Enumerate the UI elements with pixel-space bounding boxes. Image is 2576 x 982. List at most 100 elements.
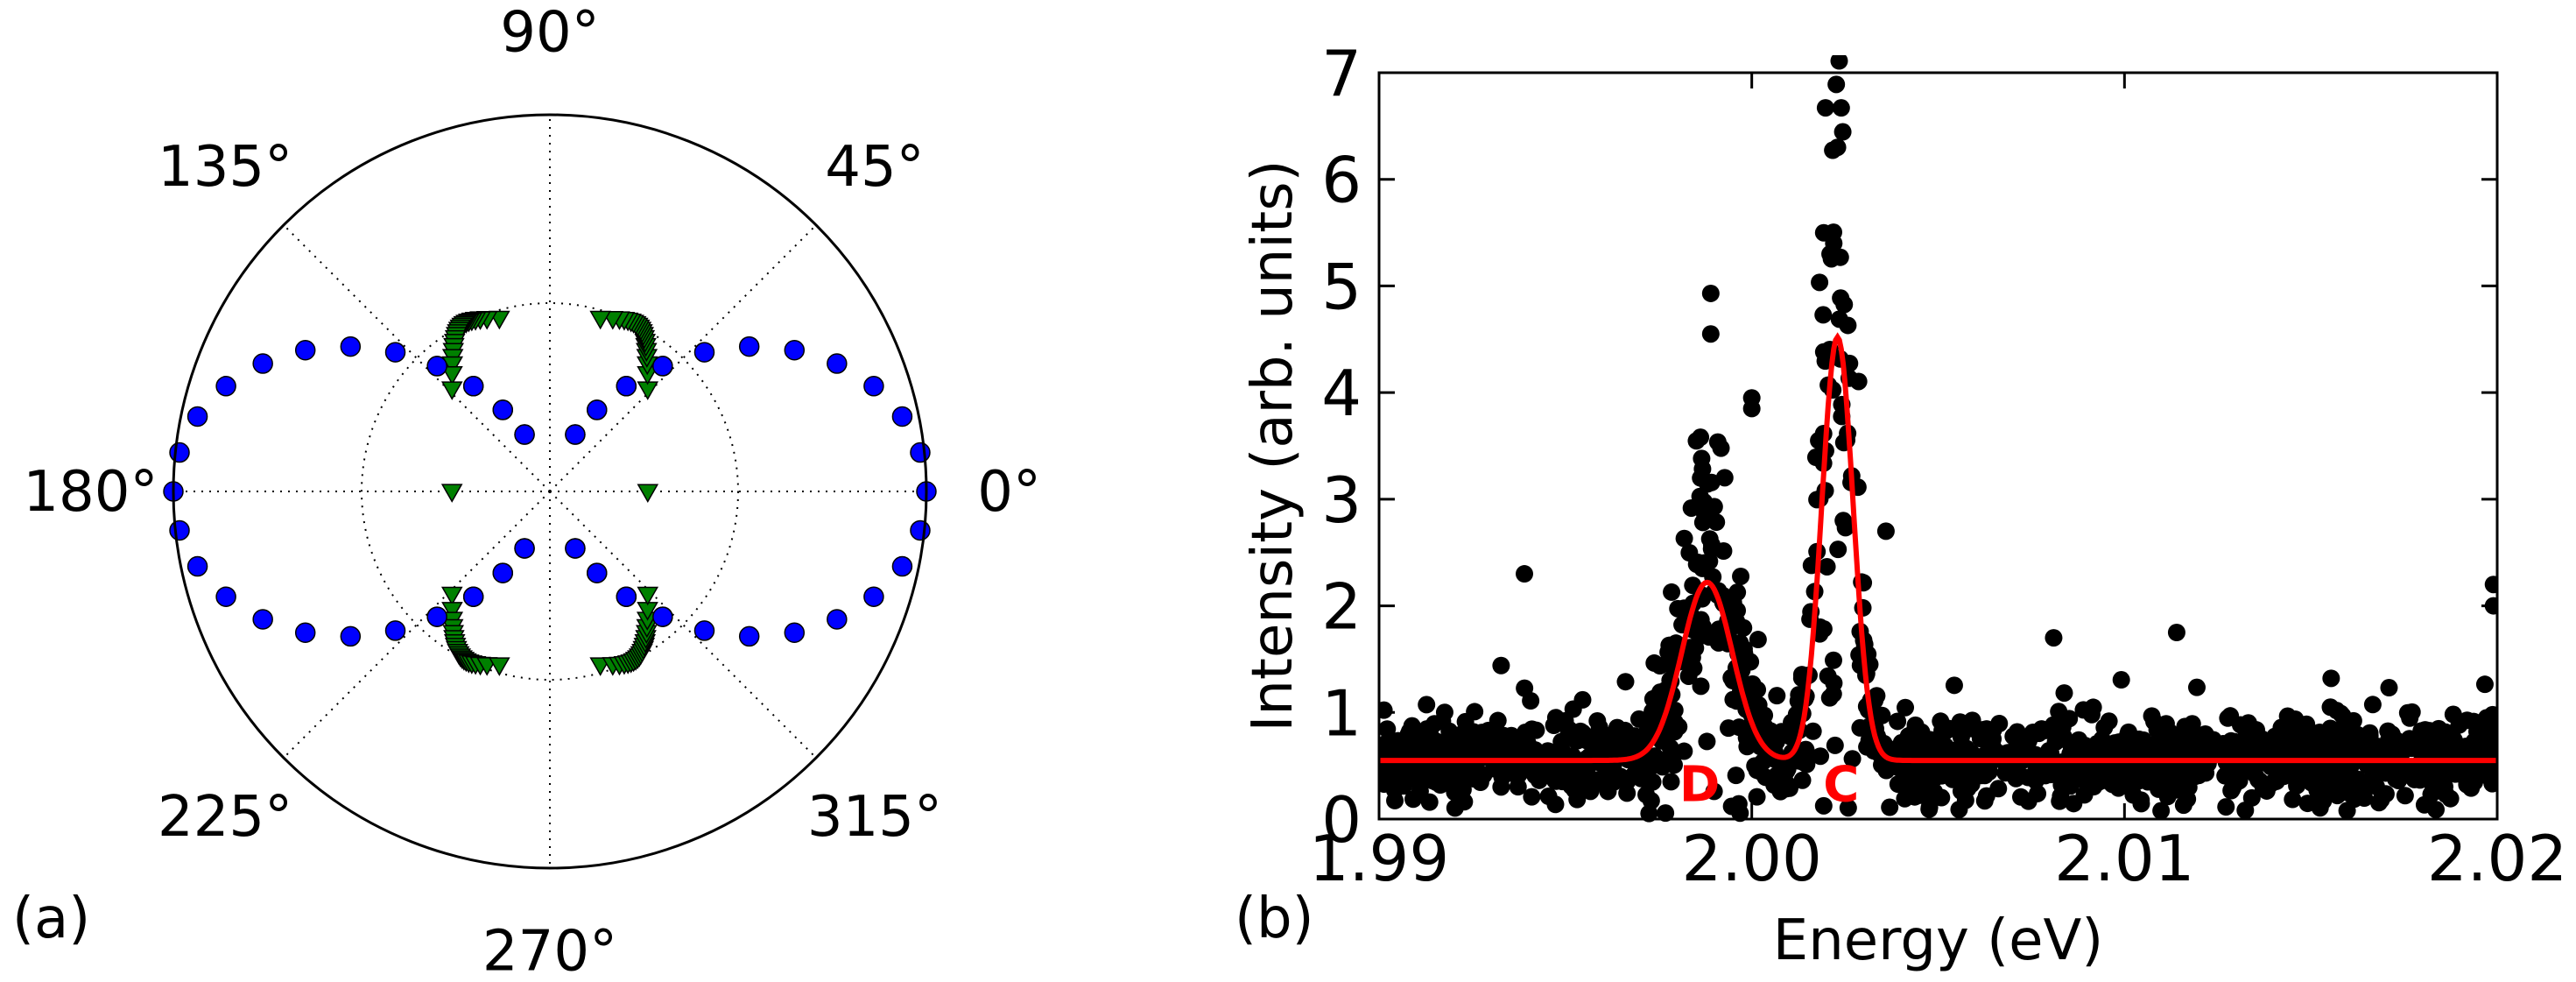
plot-frame xyxy=(1377,71,2499,821)
x-tick-label: 2.01 xyxy=(2054,822,2194,895)
polar-point-blue xyxy=(384,342,406,363)
data-point xyxy=(1984,721,2002,739)
data-point xyxy=(1896,759,1914,777)
angle-tick-label: 135° xyxy=(158,135,292,200)
data-point xyxy=(1661,656,1679,675)
data-point xyxy=(1724,690,1742,709)
data-point xyxy=(1833,123,1852,141)
polar-point-green xyxy=(440,586,463,606)
data-point xyxy=(1693,449,1711,468)
data-point xyxy=(1516,679,1534,697)
data-point xyxy=(1683,648,1701,667)
data-point xyxy=(2007,769,2025,788)
data-point xyxy=(1454,741,1473,759)
data-point xyxy=(1873,706,1891,724)
data-point xyxy=(2173,779,2192,797)
data-point xyxy=(2051,792,2069,810)
data-point xyxy=(2298,723,2316,741)
data-point xyxy=(1379,720,1397,738)
data-point xyxy=(2142,770,2160,788)
data-point xyxy=(2085,778,2103,796)
data-point xyxy=(1814,306,1833,324)
panel-label-a: (a) xyxy=(12,887,90,951)
data-point xyxy=(2308,759,2326,777)
data-point xyxy=(1777,756,1795,774)
data-point xyxy=(2322,669,2340,688)
data-point xyxy=(2484,576,2497,594)
data-point xyxy=(1695,492,1714,511)
data-point xyxy=(2112,743,2130,761)
data-point xyxy=(1618,734,1636,752)
polar-point-blue xyxy=(215,586,236,607)
data-point xyxy=(2266,727,2284,745)
data-point xyxy=(1664,748,1682,767)
data-point xyxy=(1492,656,1510,675)
polar-frame xyxy=(172,113,928,870)
data-point xyxy=(1440,728,1459,746)
data-point xyxy=(1411,774,1429,793)
data-point xyxy=(1920,800,1939,818)
data-point xyxy=(1418,759,1437,778)
data-point xyxy=(1708,433,1727,451)
data-point xyxy=(1629,710,1648,728)
data-point xyxy=(1458,723,1476,741)
polar-point-green xyxy=(637,586,659,606)
data-point xyxy=(1435,703,1453,722)
data-point xyxy=(2363,696,2382,714)
data-point xyxy=(1379,775,1393,794)
x-axis-label: Energy (eV) xyxy=(1773,908,2104,973)
polar-point-blue xyxy=(652,356,673,377)
data-point xyxy=(2211,739,2229,758)
data-point xyxy=(2143,707,2161,725)
fit-curve xyxy=(1379,332,2497,764)
data-point xyxy=(2055,684,2073,703)
polar-point-blue xyxy=(514,424,535,445)
polar-angle-labels: 0° 45° 90° 135° 180° 225° 270° 315° xyxy=(23,0,1041,982)
data-point xyxy=(2311,799,2329,817)
data-point xyxy=(1573,690,1592,709)
data-point xyxy=(2410,768,2428,787)
data-point xyxy=(2045,629,2063,647)
y-axis-label: Intensity (arb. units) xyxy=(1241,159,1306,731)
data-point xyxy=(1705,782,1723,801)
data-point xyxy=(2415,795,2433,814)
data-point xyxy=(2478,730,2496,748)
polar-point-blue xyxy=(587,399,608,420)
data-point xyxy=(1826,736,1844,754)
data-point xyxy=(1645,653,1664,672)
data-point xyxy=(1917,774,1935,793)
polar-point-blue xyxy=(652,606,673,627)
data-point xyxy=(2124,786,2143,804)
polar-point-blue xyxy=(616,586,637,607)
data-point xyxy=(2216,767,2235,785)
polar-point-green xyxy=(441,356,464,376)
data-point xyxy=(1732,567,1750,585)
polar-point-blue xyxy=(252,353,273,374)
data-point xyxy=(1816,99,1834,117)
data-point xyxy=(1495,739,1513,758)
data-point xyxy=(1930,729,1948,747)
data-point xyxy=(1749,631,1767,649)
angle-tick-label: 180° xyxy=(23,460,158,525)
angular-gridline xyxy=(549,224,817,492)
data-point xyxy=(1573,724,1592,742)
data-point xyxy=(1632,731,1650,749)
data-point xyxy=(2284,790,2302,809)
data-point xyxy=(2100,712,2118,731)
polar-point-blue xyxy=(738,336,760,357)
data-point xyxy=(1642,792,1660,810)
data-point xyxy=(1973,766,1991,784)
data-point xyxy=(1471,774,1489,792)
polar-point-blue xyxy=(169,442,190,463)
y-tick-label: 7 xyxy=(1321,37,1362,110)
polar-point-green xyxy=(440,381,463,400)
data-point xyxy=(1616,673,1635,691)
data-point xyxy=(1829,540,1848,559)
data-point xyxy=(1657,804,1675,823)
data-point xyxy=(2008,723,2026,741)
data-point xyxy=(2308,781,2326,799)
data-point xyxy=(1945,676,1963,695)
spectrum-scatter xyxy=(1379,55,2497,823)
